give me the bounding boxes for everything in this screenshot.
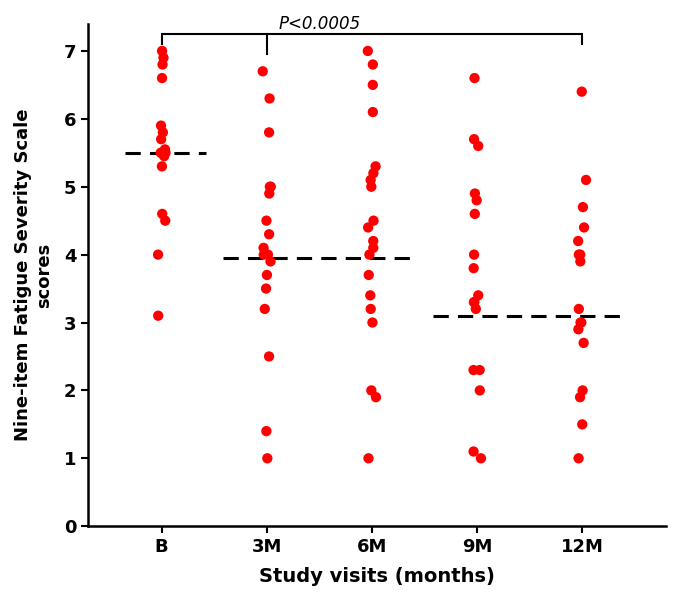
Point <box>581 175 592 185</box>
Point <box>573 454 584 463</box>
Point <box>573 304 584 314</box>
Point <box>160 145 171 154</box>
Point <box>475 454 486 463</box>
Point <box>365 175 376 185</box>
Point <box>364 250 375 259</box>
Point <box>474 365 485 375</box>
Point <box>153 311 164 320</box>
Point <box>158 53 169 62</box>
Point <box>367 60 378 70</box>
Point <box>366 182 377 191</box>
Point <box>156 161 167 171</box>
Point <box>573 250 584 259</box>
Point <box>362 46 373 56</box>
X-axis label: Study visits (months): Study visits (months) <box>259 567 495 586</box>
Point <box>469 73 480 83</box>
Point <box>363 270 374 280</box>
Point <box>264 94 275 103</box>
Text: P<0.0005: P<0.0005 <box>278 14 360 32</box>
Point <box>575 392 585 402</box>
Point <box>579 223 590 232</box>
Point <box>261 427 272 436</box>
Point <box>473 290 483 300</box>
Point <box>367 318 378 328</box>
Point <box>262 250 273 259</box>
Point <box>366 386 377 395</box>
Point <box>157 60 168 70</box>
Point <box>160 216 171 226</box>
Point <box>577 87 588 97</box>
Point <box>368 236 379 246</box>
Point <box>371 392 381 402</box>
Point <box>158 128 169 137</box>
Point <box>469 298 479 307</box>
Point <box>265 182 276 191</box>
Point <box>362 223 373 232</box>
Point <box>264 128 275 137</box>
Point <box>265 257 276 266</box>
Point <box>575 318 586 328</box>
Point <box>577 419 588 429</box>
Point <box>368 169 379 178</box>
Point <box>575 250 585 259</box>
Point <box>576 318 587 328</box>
Point <box>367 80 378 89</box>
Point <box>156 121 167 130</box>
Point <box>155 148 166 158</box>
Point <box>468 447 479 457</box>
Point <box>156 73 167 83</box>
Point <box>363 454 374 463</box>
Point <box>257 67 268 76</box>
Point <box>258 243 269 253</box>
Point <box>260 284 271 293</box>
Point <box>577 386 588 395</box>
Point <box>157 209 168 218</box>
Point <box>264 352 275 361</box>
Point <box>368 216 379 226</box>
Point <box>367 107 378 117</box>
Point <box>471 304 481 314</box>
Point <box>158 151 169 161</box>
Point <box>370 161 381 171</box>
Point <box>469 134 479 144</box>
Point <box>152 250 163 259</box>
Point <box>469 298 480 307</box>
Point <box>573 325 584 334</box>
Point <box>262 454 273 463</box>
Point <box>573 236 583 246</box>
Point <box>264 189 275 199</box>
Point <box>259 304 270 314</box>
Point <box>475 386 486 395</box>
Point <box>261 216 272 226</box>
Point <box>368 243 379 253</box>
Point <box>469 189 480 199</box>
Point <box>156 134 167 144</box>
Point <box>262 270 273 280</box>
Point <box>473 141 483 151</box>
Point <box>469 263 479 273</box>
Point <box>469 209 480 218</box>
Point <box>577 202 588 212</box>
Y-axis label: Nine-item Fatigue Severity Scale
scores: Nine-item Fatigue Severity Scale scores <box>14 109 52 441</box>
Point <box>471 196 482 205</box>
Point <box>469 250 479 259</box>
Point <box>365 290 376 300</box>
Point <box>258 250 269 259</box>
Point <box>575 257 585 266</box>
Point <box>578 338 589 347</box>
Point <box>264 229 275 239</box>
Point <box>160 148 171 158</box>
Point <box>365 304 376 314</box>
Point <box>468 365 479 375</box>
Point <box>265 182 275 191</box>
Point <box>156 46 167 56</box>
